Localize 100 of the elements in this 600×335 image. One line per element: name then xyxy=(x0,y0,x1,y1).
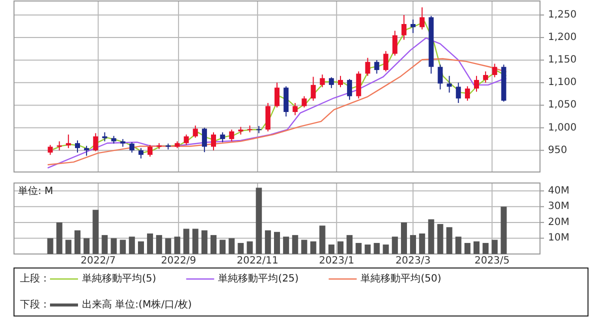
y-tick-label: 20M xyxy=(548,216,570,228)
candlestick xyxy=(438,64,443,90)
candlestick xyxy=(66,134,71,149)
candlestick xyxy=(148,144,153,158)
y-tick-label: 1,150 xyxy=(548,54,577,66)
bar xyxy=(400,222,407,254)
candlestick xyxy=(410,19,416,34)
bar xyxy=(464,242,470,254)
candlestick xyxy=(356,70,362,99)
bar xyxy=(292,235,298,254)
bar xyxy=(455,236,462,254)
bar xyxy=(84,238,90,254)
bar xyxy=(500,206,507,254)
bar xyxy=(283,236,290,254)
bar xyxy=(210,235,217,254)
candlestick xyxy=(310,76,316,102)
bar xyxy=(220,240,226,254)
bar xyxy=(419,233,426,254)
bar xyxy=(346,235,353,254)
legend-label: 単純移動平均(25) xyxy=(218,272,299,284)
bar xyxy=(410,235,416,254)
legend-label: 出来高 単位:(M株/口/枚) xyxy=(82,298,192,310)
y-tick-label: 950 xyxy=(548,144,568,156)
bar xyxy=(165,238,172,254)
candlestick xyxy=(492,63,498,78)
candlestick xyxy=(129,142,134,154)
candlestick xyxy=(274,82,280,108)
legend-label: 単純移動平均(50) xyxy=(360,272,442,284)
candlestick xyxy=(302,96,307,108)
y-tick-label: 30M xyxy=(548,201,570,212)
line-series xyxy=(47,58,507,166)
bar xyxy=(374,242,380,254)
bar xyxy=(382,244,389,254)
candlestick xyxy=(184,134,189,146)
candlestick xyxy=(292,102,298,116)
candlestick xyxy=(74,140,80,154)
bar xyxy=(364,244,371,254)
legend-title: 上段： xyxy=(20,272,50,284)
x-tick-label: 2022/9 xyxy=(160,256,196,266)
bar xyxy=(264,230,271,254)
candlestick xyxy=(211,132,216,151)
candlestick xyxy=(474,75,480,92)
bar xyxy=(328,244,334,254)
candlestick xyxy=(138,148,144,159)
candlestick xyxy=(320,74,325,88)
candlestick xyxy=(202,127,207,153)
candlestick xyxy=(420,6,425,30)
y-tick-label: 10M xyxy=(548,232,570,244)
candlestick xyxy=(338,75,343,88)
candlestick xyxy=(365,57,370,76)
candlestick xyxy=(93,132,98,152)
bar xyxy=(310,241,316,254)
y-tick-label: 40M xyxy=(548,185,570,196)
candlestick xyxy=(347,78,352,100)
candlestick xyxy=(446,75,452,94)
bar xyxy=(492,240,498,254)
y-tick-label: 1,200 xyxy=(548,32,577,44)
bar xyxy=(92,210,99,254)
x-tick-label: 2022/7 xyxy=(80,256,116,266)
y-tick-label: 1,250 xyxy=(548,9,577,20)
bar xyxy=(183,228,190,254)
bar xyxy=(147,233,154,254)
legend-label: 単純移動平均(5) xyxy=(82,272,156,284)
bar xyxy=(246,241,253,254)
bar xyxy=(128,236,135,254)
y-tick-label: 1,100 xyxy=(548,77,577,88)
bar xyxy=(337,241,344,254)
bar xyxy=(428,219,434,254)
y-tick-label: 1,000 xyxy=(548,122,577,134)
bar xyxy=(201,230,208,254)
bar xyxy=(482,242,489,254)
bar xyxy=(47,238,54,254)
bar xyxy=(120,240,126,254)
bar xyxy=(174,236,180,254)
bar xyxy=(356,242,362,254)
bar xyxy=(192,228,198,254)
annotation: 単位: M xyxy=(18,185,54,197)
bar xyxy=(56,222,62,254)
bar xyxy=(319,226,326,254)
x-tick-label: 2023/5 xyxy=(474,256,510,266)
line-series xyxy=(47,37,507,169)
candlestick xyxy=(328,76,334,89)
candlestick xyxy=(48,144,53,156)
bar xyxy=(238,242,244,254)
bar xyxy=(156,235,162,254)
bar xyxy=(437,224,444,254)
candlestick xyxy=(265,102,270,132)
candlestick xyxy=(456,82,461,104)
bar xyxy=(110,238,117,254)
bar xyxy=(474,241,480,254)
candlestick xyxy=(84,145,90,156)
bar xyxy=(446,227,452,254)
x-tick-label: 2023/1 xyxy=(319,256,354,266)
legend-title: 下段： xyxy=(20,298,50,310)
bar xyxy=(138,241,144,254)
bar xyxy=(392,236,398,254)
bar xyxy=(74,230,80,254)
bar xyxy=(301,240,308,254)
candlestick xyxy=(383,50,388,72)
y-tick-label: 1,050 xyxy=(548,100,577,111)
